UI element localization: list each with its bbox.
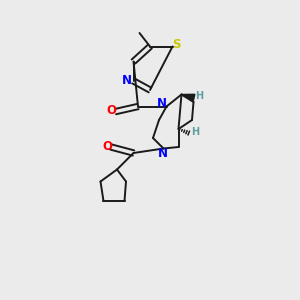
Text: O: O <box>102 140 112 153</box>
Text: H: H <box>191 127 199 137</box>
Text: S: S <box>172 38 180 51</box>
Text: N: N <box>157 97 167 110</box>
Text: H: H <box>195 91 203 101</box>
Text: O: O <box>106 104 117 117</box>
Text: N: N <box>122 74 132 88</box>
Text: N: N <box>158 147 168 160</box>
Polygon shape <box>182 94 195 101</box>
